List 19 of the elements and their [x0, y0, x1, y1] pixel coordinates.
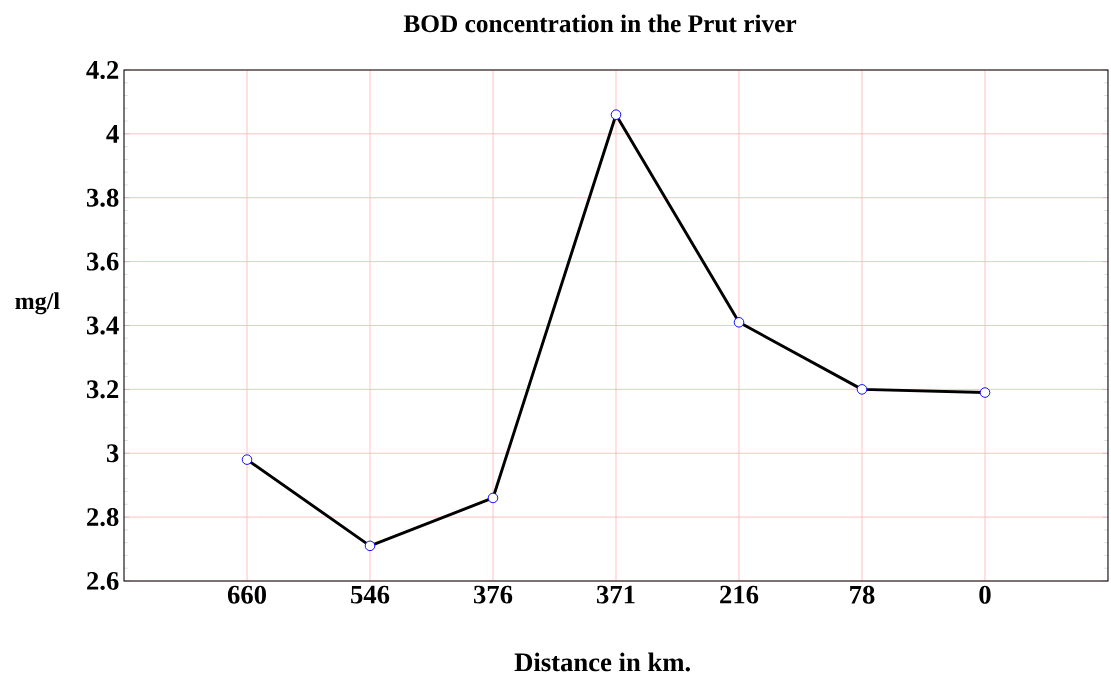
y-tick-label: 2.6 — [87, 571, 119, 590]
y-tick-label: 3.2 — [86, 380, 119, 399]
x-tick-label: 546 — [351, 585, 390, 604]
y-tick-label: 2.8 — [87, 508, 119, 527]
y-tick-label: 4.2 — [86, 60, 119, 80]
y-tick-label: 3.4 — [86, 316, 119, 335]
y-tick-label: 3.6 — [86, 252, 119, 271]
y-tick-label: 4 — [106, 125, 119, 143]
x-tick-label: 660 — [227, 585, 266, 604]
chart-title: BOD concentration in the Prut river — [403, 14, 797, 33]
y-tick-label: 3 — [106, 444, 119, 463]
y-tick-label: 3.8 — [86, 188, 119, 207]
x-tick-label: 78 — [850, 585, 875, 604]
x-tick-label: 216 — [720, 585, 759, 604]
x-tick-label: 371 — [597, 585, 635, 604]
x-axis-title: Distance in km. — [514, 652, 691, 672]
x-tick-label: 0 — [979, 585, 991, 604]
y-axis-title: mg/l — [15, 292, 60, 315]
x-tick-label: 376 — [474, 585, 513, 604]
